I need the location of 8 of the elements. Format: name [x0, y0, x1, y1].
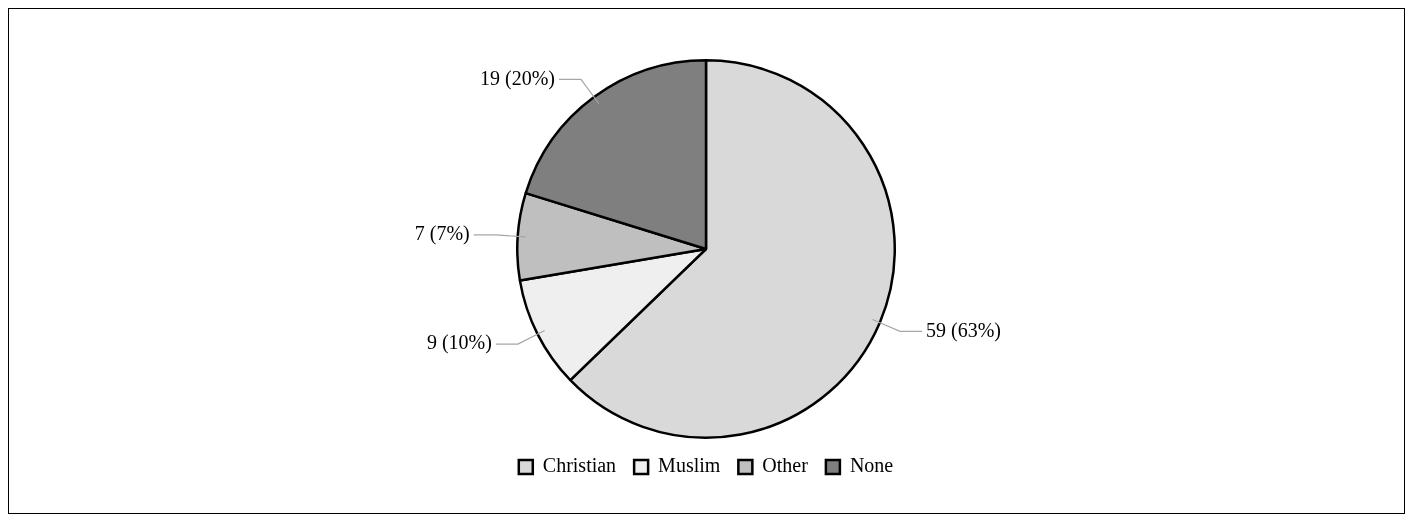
data-label: 19 (20%) — [480, 66, 555, 90]
legend-label: Christian — [542, 454, 617, 477]
legend-label: Other — [762, 454, 809, 477]
data-label: 7 (7%) — [414, 222, 470, 246]
legend-label: Muslim — [658, 454, 721, 477]
data-label: 9 (10%) — [426, 331, 492, 355]
legend-label: None — [849, 454, 894, 477]
data-label: 59 (63%) — [926, 318, 1002, 342]
